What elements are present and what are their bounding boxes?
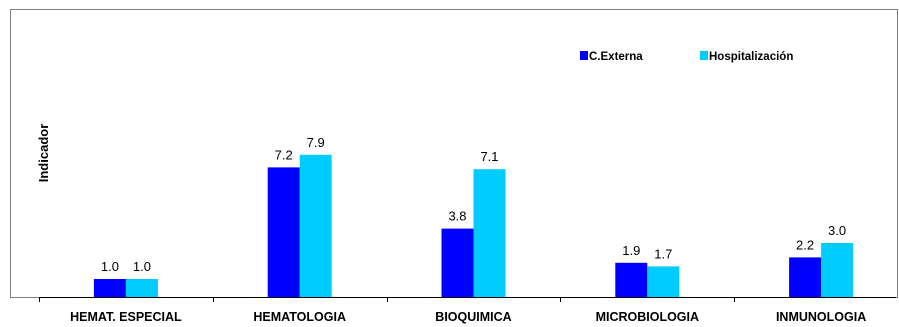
bar-bioquimica-s2 [473, 169, 506, 297]
data-label-microbiologia-s2: 1.7 [654, 246, 672, 261]
data-label-bioquimica-s1: 3.8 [448, 209, 466, 224]
bar-hemat-especial-s2 [125, 279, 158, 297]
data-labels-group: 1.0 1.0 7.2 7.9 3.8 7.1 1.9 1.7 2.2 3.0 [101, 135, 846, 274]
data-label-hemat-especial-s1: 1.0 [101, 259, 119, 274]
category-label-hematologia: HEMATOLOGIA [253, 310, 346, 324]
bar-microbiologia-s1 [615, 262, 648, 297]
category-label-bioquimica: BIOQUIMICA [435, 310, 511, 324]
category-label-inmunologia: INMUNOLOGIA [776, 310, 866, 324]
bar-inmunologia-s2 [821, 243, 854, 297]
data-label-inmunologia-s1: 2.2 [796, 237, 814, 252]
y-axis-label: Indicador [36, 124, 51, 183]
category-label-hemat-especial: HEMAT. ESPECIAL [70, 310, 182, 324]
category-label-microbiologia: MICROBIOLOGIA [596, 310, 699, 324]
legend-label-s2: Hospitalización [709, 51, 793, 63]
legend: C.Externa Hospitalización [580, 51, 793, 63]
bars-group [93, 154, 854, 297]
legend-label-s1: C.Externa [589, 51, 643, 63]
bar-bioquimica-s1 [441, 228, 474, 297]
data-label-hemat-especial-s2: 1.0 [133, 259, 151, 274]
bar-microbiologia-s2 [647, 266, 680, 297]
legend-swatch-s2 [700, 51, 708, 60]
bar-hematologia-s1 [267, 167, 300, 297]
data-label-bioquimica-s2: 7.1 [480, 149, 498, 164]
x-axis-ticks [39, 297, 735, 302]
data-label-hematologia-s2: 7.9 [307, 135, 325, 150]
data-label-hematologia-s1: 7.2 [275, 147, 293, 162]
legend-swatch-s1 [580, 51, 588, 60]
bar-hematologia-s2 [299, 154, 332, 297]
data-label-inmunologia-s2: 3.0 [828, 223, 846, 238]
category-labels-group: HEMAT. ESPECIAL HEMATOLOGIA BIOQUIMICA MICR… [70, 310, 866, 324]
data-label-microbiologia-s1: 1.9 [622, 243, 640, 258]
bar-inmunologia-s1 [789, 257, 822, 297]
bar-hemat-especial-s1 [93, 279, 126, 297]
